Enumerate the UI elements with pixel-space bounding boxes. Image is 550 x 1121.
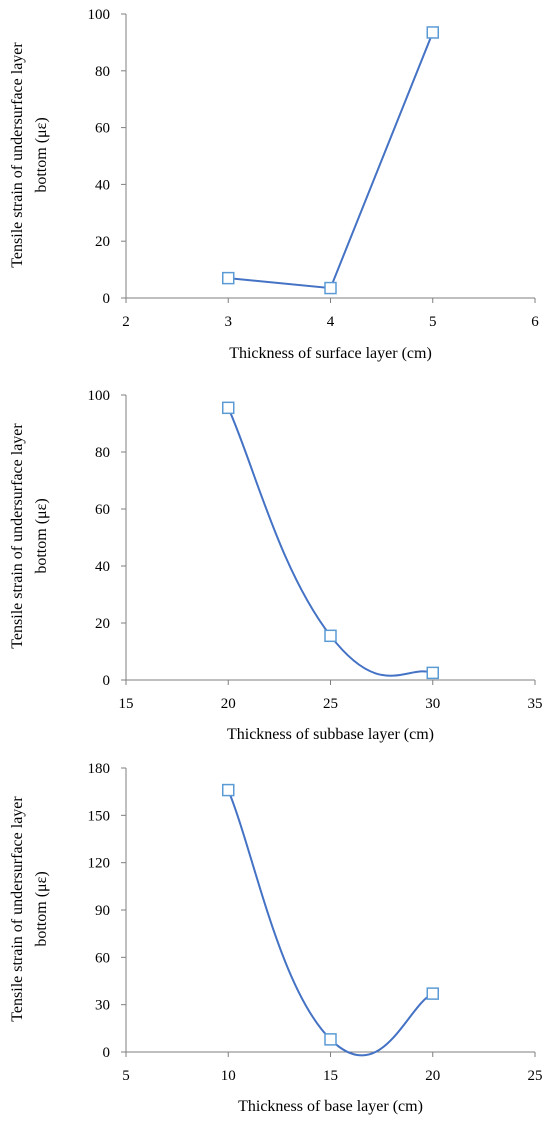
x-axis-title: Thickness of base layer (cm) xyxy=(238,1098,423,1115)
y-axis-title: Tensile strain of undersurface layer bott… xyxy=(9,42,50,268)
x-axis-title: Thickness of subbase layer (cm) xyxy=(227,726,434,743)
chart-subbase-layer-svg: 0 20 40 60 80 100 15 20 25 30 35 Thickness of subba… xyxy=(9,388,543,743)
y-tick-label: 100 xyxy=(88,7,111,23)
y-tick-label: 60 xyxy=(95,950,110,966)
y-tick-label: 20 xyxy=(95,234,110,250)
y-tick-label: 0 xyxy=(103,291,111,307)
chart-surface-layer-svg: 0 20 40 60 80 100 2 3 4 5 6 Thickness of surface la… xyxy=(9,7,539,362)
chart-base-layer: 0 30 60 90 120 150 180 5 10 15 20 25 Thickness of ba… xyxy=(0,747,550,1121)
x-tick-label: 25 xyxy=(323,696,338,712)
y-axis-title: Tensile strain of undersurface layer bott… xyxy=(9,423,50,649)
data-point-marker xyxy=(426,987,439,1000)
x-tick-label: 15 xyxy=(323,1068,338,1084)
y-tick-label: 80 xyxy=(95,64,110,80)
y-tick-label: 60 xyxy=(95,121,110,137)
chart-subbase-layer: 0 20 40 60 80 100 15 20 25 30 35 Thickness of subba… xyxy=(0,373,550,747)
y-tick-label: 40 xyxy=(95,177,110,193)
y-axis-title-line: bottom (με) xyxy=(33,498,50,573)
chart-base-layer-svg: 0 30 60 90 120 150 180 5 10 15 20 25 Thickness of ba… xyxy=(9,761,543,1115)
y-tick-label: 0 xyxy=(103,1045,111,1061)
y-tick-label: 80 xyxy=(95,445,110,461)
y-tick-label: 0 xyxy=(103,673,111,689)
data-point-marker xyxy=(324,281,337,295)
y-tick-label: 20 xyxy=(95,616,110,632)
y-tick-label: 60 xyxy=(95,502,110,518)
y-tick-label: 40 xyxy=(95,559,110,575)
data-point-marker xyxy=(222,401,235,415)
x-tick-label: 6 xyxy=(531,314,539,330)
x-tick-label: 2 xyxy=(122,314,130,330)
y-axis-title: Tensile strain of undersurface layer bott… xyxy=(9,796,50,1022)
chart-surface-layer: 0 20 40 60 80 100 2 3 4 5 6 Thickness of surface la… xyxy=(0,0,550,373)
x-tick-label: 15 xyxy=(119,696,134,712)
x-tick-label: 30 xyxy=(425,696,440,712)
x-axis-title: Thickness of surface layer (cm) xyxy=(229,345,432,362)
y-axis-title-line: bottom (με) xyxy=(33,117,50,192)
series-line xyxy=(227,789,434,1057)
x-tick-label: 3 xyxy=(225,314,233,330)
x-tick-label: 5 xyxy=(122,1068,130,1084)
data-point-marker xyxy=(222,271,235,285)
y-tick-label: 30 xyxy=(95,998,110,1014)
data-point-marker xyxy=(426,666,439,680)
y-tick-label: 180 xyxy=(88,761,111,777)
x-tick-label: 25 xyxy=(528,1068,543,1084)
x-tick-label: 4 xyxy=(327,314,335,330)
data-point-marker xyxy=(324,1033,337,1046)
y-axis-title-line: Tensile strain of undersurface layer xyxy=(9,42,26,268)
y-tick-label: 90 xyxy=(95,903,110,919)
series-line xyxy=(228,32,434,290)
x-tick-label: 5 xyxy=(429,314,437,330)
y-axis-title-line: Tensile strain of undersurface layer xyxy=(9,796,26,1022)
y-tick-label: 120 xyxy=(88,856,111,872)
x-tick-label: 10 xyxy=(221,1068,236,1084)
data-point-marker xyxy=(222,783,235,797)
y-tick-label: 100 xyxy=(88,388,111,404)
data-point-marker xyxy=(426,26,439,39)
x-tick-label: 35 xyxy=(528,696,543,712)
y-tick-label: 150 xyxy=(88,808,111,824)
x-tick-label: 20 xyxy=(425,1068,440,1084)
series-line xyxy=(227,407,434,677)
data-point-marker xyxy=(324,629,337,643)
y-axis-title-line: bottom (με) xyxy=(33,871,50,946)
x-tick-label: 20 xyxy=(221,696,236,712)
y-axis-title-line: Tensile strain of undersurface layer xyxy=(9,423,26,649)
